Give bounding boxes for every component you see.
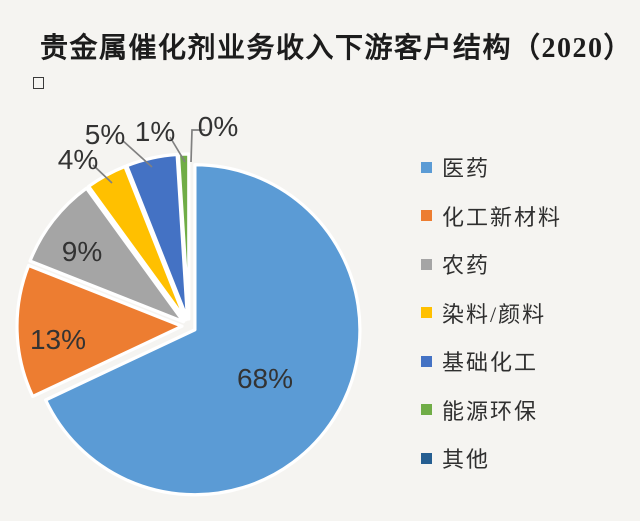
leader-line-其他 xyxy=(190,129,205,163)
legend-swatch-icon xyxy=(421,210,432,222)
legend-label: 化工新材料 xyxy=(442,204,563,230)
legend-item-基础化工: 基础化工 xyxy=(421,337,562,386)
leader-line-能源环保 xyxy=(169,136,186,163)
pie-label-染料/颜料: 4% xyxy=(58,144,98,175)
legend-label: 农药 xyxy=(442,253,491,279)
legend-swatch-icon xyxy=(421,258,432,270)
legend-label: 基础化工 xyxy=(442,350,539,376)
legend-label: 染料/颜料 xyxy=(442,301,547,327)
leader-line-基础化工 xyxy=(121,139,153,168)
pie-label-化工新材料: 13% xyxy=(30,324,86,355)
legend-item-化工新材料: 化工新材料 xyxy=(421,192,562,241)
legend-swatch-icon xyxy=(421,404,432,416)
legend-item-其他: 其他 xyxy=(421,434,562,483)
chart-legend: 医药化工新材料农药染料/颜料基础化工能源环保其他 xyxy=(421,143,562,483)
legend-label: 能源环保 xyxy=(442,398,539,424)
legend-swatch-icon xyxy=(421,452,432,464)
leader-line-染料/颜料 xyxy=(92,164,113,184)
pie-slice-能源环保 xyxy=(176,152,191,321)
legend-swatch-icon xyxy=(421,355,432,367)
legend-swatch-icon xyxy=(421,307,432,319)
legend-item-医药: 医药 xyxy=(421,143,562,192)
pie-label-其他: 0% xyxy=(198,111,238,142)
pie-label-医药: 68% xyxy=(237,363,293,394)
legend-label: 其他 xyxy=(442,447,491,473)
pie-slice-化工新材料 xyxy=(15,263,184,399)
legend-item-能源环保: 能源环保 xyxy=(421,386,562,435)
pie-label-农药: 9% xyxy=(62,236,102,267)
pie-slice-农药 xyxy=(28,186,186,324)
legend-label: 医药 xyxy=(442,156,491,182)
pie-slice-染料/颜料 xyxy=(87,164,188,322)
pie-label-基础化工: 5% xyxy=(85,119,125,150)
chart-title: 贵金属催化剂业务收入下游客户结构（2020） xyxy=(40,33,634,64)
legend-item-农药: 农药 xyxy=(421,240,562,289)
pie-label-能源环保: 1% xyxy=(135,116,175,147)
missing-glyph-box xyxy=(33,77,44,89)
legend-item-染料/颜料: 染料/颜料 xyxy=(421,289,562,338)
legend-swatch-icon xyxy=(421,161,432,173)
pie-slice-医药 xyxy=(44,163,362,497)
